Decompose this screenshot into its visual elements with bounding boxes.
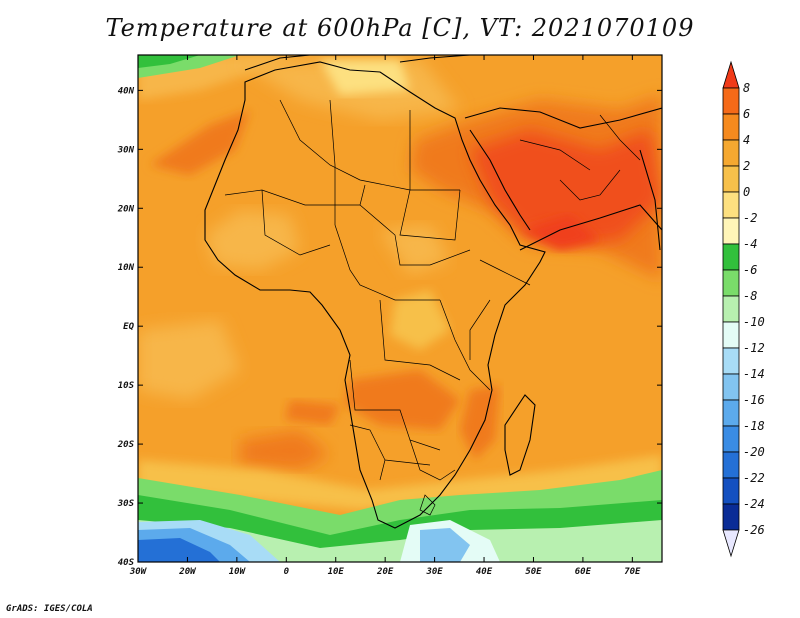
lon-tick-label: 20E bbox=[376, 567, 394, 577]
lat-tick-label: EQ bbox=[123, 322, 134, 332]
colorbar-segment bbox=[722, 191, 740, 219]
lon-tick-label: 70E bbox=[624, 567, 641, 577]
colorbar bbox=[722, 60, 740, 558]
map-frame bbox=[137, 54, 663, 563]
colorbar-level-label: 8 bbox=[743, 81, 750, 95]
colorbar-segment bbox=[722, 295, 740, 323]
colorbar-segment bbox=[722, 425, 740, 453]
colorbar-level-label: -20 bbox=[743, 445, 765, 459]
colorbar-segment bbox=[722, 503, 740, 531]
coastlines bbox=[204, 55, 662, 529]
colorbar-level-label: -22 bbox=[743, 471, 765, 485]
lon-tick-label: 60E bbox=[575, 567, 592, 577]
chart-title: Temperature at 600hPa [C], VT: 202107010… bbox=[105, 14, 695, 42]
colorbar-level-label: -6 bbox=[743, 263, 757, 277]
colorbar-segment bbox=[722, 399, 740, 427]
colorbar-level-label: 4 bbox=[743, 133, 750, 147]
lon-tick-label: 30W bbox=[129, 567, 148, 577]
lon-tick-label: 10E bbox=[328, 567, 345, 577]
longitude-tick-labels: 30W 20W 10W 0 10E 20E 30E 40E 50E 60E 70E bbox=[129, 567, 641, 577]
colorbar-segment bbox=[722, 217, 740, 245]
country-borders bbox=[224, 99, 641, 516]
grads-credit: GrADS: IGES/COLA bbox=[6, 604, 93, 614]
colorbar-segment bbox=[722, 113, 740, 141]
lat-tick-label: 10N bbox=[118, 263, 135, 273]
colorbar-top-triangle bbox=[722, 60, 740, 89]
colorbar-level-label: -16 bbox=[743, 393, 765, 407]
lat-tick-label: 40N bbox=[118, 86, 135, 96]
colorbar-segment bbox=[722, 477, 740, 505]
colorbar-level-label: -4 bbox=[743, 237, 757, 251]
colorbar-level-label: -8 bbox=[743, 289, 757, 303]
colorbar-level-label: -24 bbox=[743, 497, 765, 511]
lat-tick-label: 20S bbox=[117, 440, 135, 450]
colorbar-level-label: -10 bbox=[743, 315, 765, 329]
temperature-field bbox=[138, 55, 662, 562]
colorbar-segment bbox=[722, 347, 740, 375]
colorbar-level-label: 6 bbox=[743, 107, 750, 121]
colorbar-segment bbox=[722, 269, 740, 297]
lon-tick-label: 50E bbox=[525, 567, 542, 577]
colorbar-level-label: -14 bbox=[743, 367, 765, 381]
colorbar-level-label: -26 bbox=[743, 523, 765, 537]
lat-tick-label: 40S bbox=[118, 558, 135, 568]
colorbar-segment bbox=[722, 451, 740, 479]
colorbar-bottom-triangle bbox=[722, 529, 740, 558]
lon-tick-label: 20W bbox=[178, 567, 197, 577]
colorbar-level-label: -12 bbox=[743, 341, 765, 355]
colorbar-segment bbox=[722, 139, 740, 167]
colorbar-segment bbox=[722, 87, 740, 115]
lat-tick-label: 10S bbox=[118, 381, 135, 391]
colorbar-level-label: -2 bbox=[743, 211, 757, 225]
axis-ticks bbox=[137, 55, 662, 563]
lat-tick-label: 20N bbox=[117, 204, 135, 214]
colorbar-segment bbox=[722, 373, 740, 401]
colorbar-labels: 8 6 4 2 0 -2 -4 -6 -8 -10 -12 -14 -16 -18 -20 -22 -24 -26 bbox=[743, 81, 765, 537]
lon-tick-label: 10W bbox=[229, 567, 247, 577]
lon-tick-label: 40E bbox=[476, 567, 493, 577]
colorbar-level-label: 2 bbox=[743, 159, 750, 173]
colorbar-segment bbox=[722, 321, 740, 349]
lat-tick-label: 30N bbox=[117, 145, 135, 155]
lon-tick-label: 30E bbox=[425, 567, 443, 577]
colorbar-level-label: -18 bbox=[743, 419, 765, 433]
lon-tick-label: 0 bbox=[284, 567, 290, 577]
latitude-tick-labels: 40N 30N 20N 10N EQ 10S 20S 30S 40S bbox=[117, 86, 135, 568]
colorbar-level-label: 0 bbox=[743, 185, 750, 199]
lat-tick-label: 30S bbox=[117, 499, 135, 509]
colorbar-segment bbox=[722, 165, 740, 193]
colorbar-segment bbox=[722, 243, 740, 271]
